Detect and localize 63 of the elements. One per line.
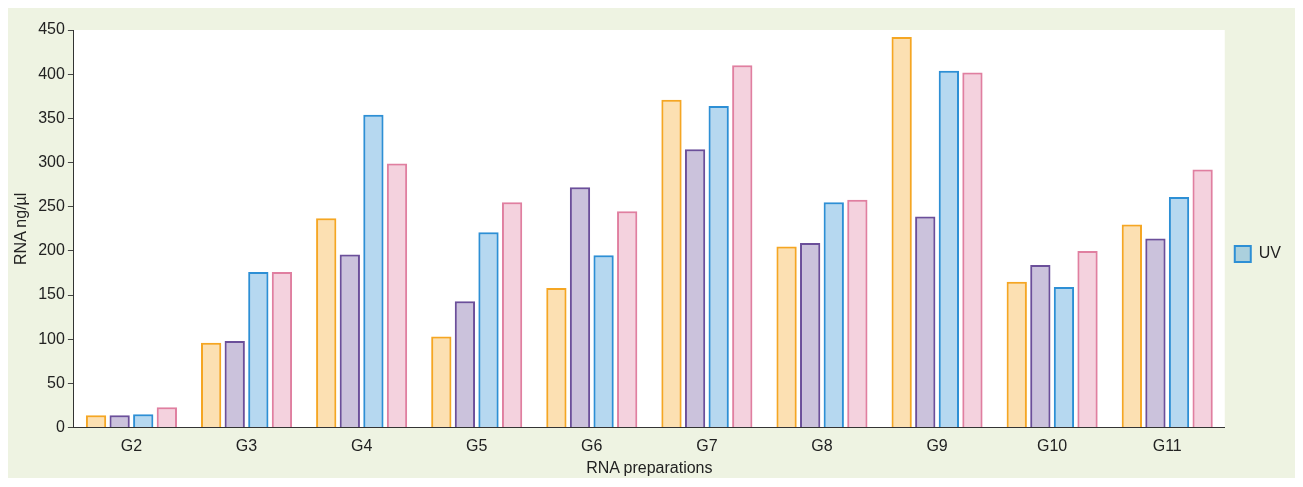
y-tick-label: 250 — [38, 197, 65, 215]
bar — [1053, 287, 1075, 428]
bar — [200, 342, 222, 428]
bar — [85, 415, 107, 428]
bar — [271, 272, 293, 428]
bar — [386, 163, 408, 428]
bar — [133, 414, 154, 428]
bar — [454, 301, 476, 428]
bar — [1145, 238, 1166, 428]
y-tick-label: 400 — [38, 64, 65, 82]
x-tick-label: G2 — [120, 436, 143, 454]
x-tick-label: G6 — [581, 436, 603, 454]
bar — [431, 336, 452, 428]
bar — [156, 407, 177, 428]
bar — [316, 218, 337, 428]
bar — [1121, 224, 1142, 428]
bar — [617, 211, 638, 428]
x-tick-label: G4 — [350, 436, 373, 454]
bar — [776, 246, 797, 428]
bar — [593, 255, 614, 428]
bar — [363, 114, 384, 428]
y-axis-title: RNA ng/µl — [12, 192, 30, 265]
legend-label: UV — [1258, 244, 1282, 262]
bar — [962, 72, 983, 428]
bar — [800, 242, 821, 428]
bar — [569, 187, 591, 428]
bar — [708, 105, 729, 428]
x-tick-label: G8 — [811, 436, 833, 454]
x-tick-label: G3 — [235, 436, 258, 454]
y-tick-label: 450 — [38, 20, 65, 38]
bar — [847, 199, 868, 428]
y-tick-label: 350 — [38, 108, 65, 126]
bar — [891, 37, 912, 428]
x-tick-label: G11 — [1152, 436, 1182, 454]
bar — [109, 415, 130, 428]
x-axis-title: RNA preparations — [586, 458, 713, 476]
bar — [684, 149, 706, 428]
bar — [339, 254, 360, 428]
y-tick-label: 150 — [38, 285, 65, 303]
bar — [478, 232, 499, 428]
bar — [546, 288, 567, 428]
x-tick-label: G9 — [926, 436, 948, 454]
x-tick-label: G10 — [1037, 436, 1068, 454]
bar — [1030, 265, 1051, 428]
bar — [823, 202, 844, 428]
bar — [732, 65, 753, 428]
bar — [915, 216, 936, 428]
y-tick-label: 50 — [47, 373, 65, 391]
bar — [661, 99, 682, 428]
y-tick-label: 0 — [55, 418, 65, 436]
y-tick-label: 100 — [38, 329, 65, 347]
bar — [1077, 250, 1098, 428]
bar — [248, 272, 269, 428]
bar — [224, 341, 245, 428]
y-tick-label: 200 — [38, 241, 65, 259]
bar — [938, 70, 959, 428]
bar — [501, 202, 523, 428]
y-tick-label: 300 — [38, 152, 65, 170]
bar — [1192, 169, 1213, 428]
bar — [1168, 196, 1190, 428]
x-tick-label: G5 — [466, 436, 488, 454]
x-tick-label: G7 — [696, 436, 718, 454]
bar — [1006, 281, 1027, 428]
